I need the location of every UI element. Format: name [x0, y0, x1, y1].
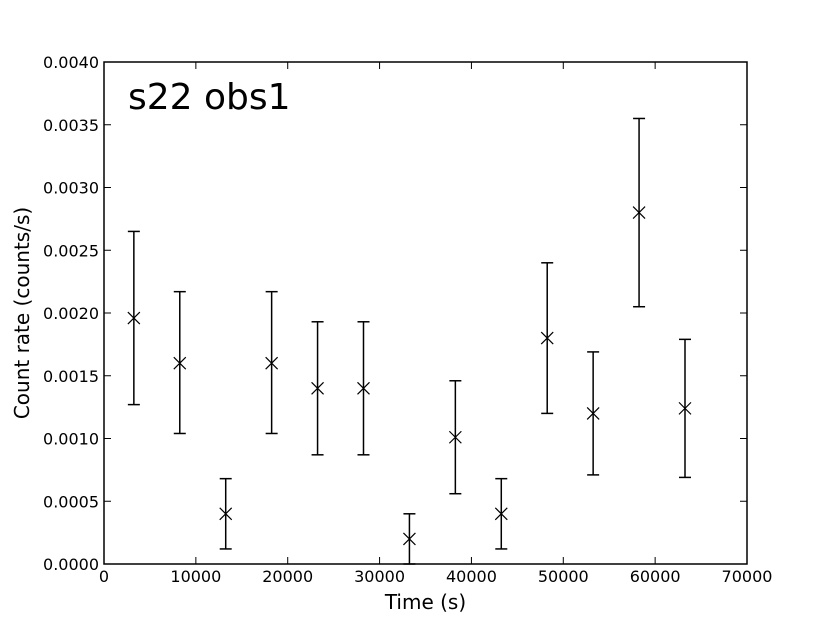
y-tick-label: 0.0030: [43, 179, 99, 198]
x-tick-label: 30000: [354, 567, 405, 586]
data-point: [173, 290, 187, 435]
y-tick-label: 0.0035: [43, 116, 99, 135]
x-marker: [540, 331, 554, 345]
data-point: [494, 477, 508, 550]
data-point: [632, 117, 646, 308]
data-point: [540, 262, 554, 415]
x-marker: [632, 206, 646, 220]
data-point: [311, 321, 324, 456]
x-tick-label: 10000: [170, 567, 221, 586]
chart-annotation: s22 obs1: [128, 77, 291, 118]
x-marker: [448, 430, 462, 444]
x-tick-label: 40000: [446, 567, 497, 586]
x-marker: [403, 532, 416, 546]
data-point: [586, 351, 600, 476]
x-marker: [678, 401, 692, 415]
data-point: [678, 338, 692, 479]
x-tick-label: 70000: [722, 567, 773, 586]
y-tick-label: 0.0020: [43, 304, 99, 323]
y-tick-label: 0.0010: [43, 430, 99, 449]
x-tick-label: 50000: [538, 567, 589, 586]
plot-frame: [103, 61, 748, 565]
x-marker: [494, 507, 508, 521]
x-marker: [586, 406, 600, 420]
y-tick-label: 0.0005: [43, 492, 99, 511]
x-tick-label: 20000: [262, 567, 313, 586]
x-marker: [127, 311, 141, 325]
axis-ticks: 0 10000 20000 30000 40000 50000 60000 70000 0.00…: [43, 53, 772, 586]
x-axis-label: Time (s): [384, 590, 466, 614]
x-tick-label: 60000: [630, 567, 681, 586]
y-tick-label: 0.0000: [43, 555, 99, 574]
x-tick-label: 0: [99, 567, 109, 586]
x-marker: [265, 356, 279, 370]
y-tick-label: 0.0015: [43, 367, 99, 386]
y-tick-label: 0.0025: [43, 241, 99, 260]
data-point: [265, 290, 279, 435]
y-axis-label: Count rate (counts/s): [10, 207, 34, 419]
y-tick-label: 0.0040: [43, 53, 99, 72]
x-marker: [357, 381, 370, 395]
data-points: [127, 117, 692, 565]
data-point: [403, 513, 416, 565]
x-marker: [219, 507, 233, 521]
data-point: [448, 380, 462, 495]
data-point: [219, 477, 233, 550]
x-marker: [173, 356, 187, 370]
x-marker: [311, 381, 324, 395]
data-point: [127, 230, 141, 406]
data-point: [357, 321, 370, 456]
